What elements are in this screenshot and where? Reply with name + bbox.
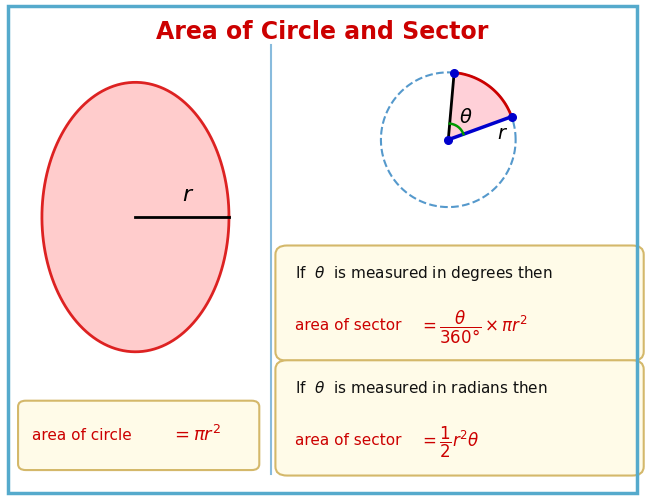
- Text: $=\dfrac{\theta}{360°} \times \pi r^2$: $=\dfrac{\theta}{360°} \times \pi r^2$: [419, 309, 528, 346]
- FancyBboxPatch shape: [275, 246, 644, 361]
- Text: $\theta$: $\theta$: [459, 108, 472, 127]
- Text: r: r: [183, 185, 192, 205]
- Text: $= \pi r^2$: $= \pi r^2$: [171, 425, 221, 446]
- Text: $=\dfrac{1}{2} r^2 \theta$: $=\dfrac{1}{2} r^2 \theta$: [419, 425, 480, 460]
- Text: If  $\theta$  is measured in degrees then: If $\theta$ is measured in degrees then: [295, 264, 553, 283]
- Text: area of circle: area of circle: [32, 428, 132, 443]
- Text: Area of Circle and Sector: Area of Circle and Sector: [156, 20, 489, 44]
- Text: area of sector: area of sector: [295, 318, 401, 333]
- FancyBboxPatch shape: [18, 401, 259, 470]
- Polygon shape: [448, 73, 511, 140]
- FancyBboxPatch shape: [275, 360, 644, 476]
- Text: If  $\theta$  is measured in radians then: If $\theta$ is measured in radians then: [295, 380, 547, 396]
- Polygon shape: [42, 82, 229, 352]
- Text: r: r: [497, 124, 505, 143]
- Text: area of sector: area of sector: [295, 433, 401, 448]
